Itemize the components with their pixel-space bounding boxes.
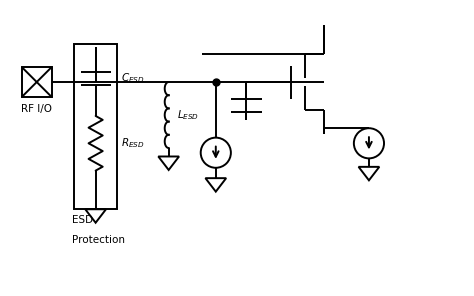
Bar [74,44,117,209]
Text: $R_{ESD}$: $R_{ESD}$ [120,136,144,150]
Text: $L_{ESD}$: $L_{ESD}$ [177,108,200,122]
Text: Protection: Protection [72,235,125,245]
Text: ESD: ESD [72,215,93,225]
Text: RF I/O: RF I/O [21,104,52,114]
Bar [22,67,52,97]
Text: $C_{ESD}$: $C_{ESD}$ [120,72,144,85]
